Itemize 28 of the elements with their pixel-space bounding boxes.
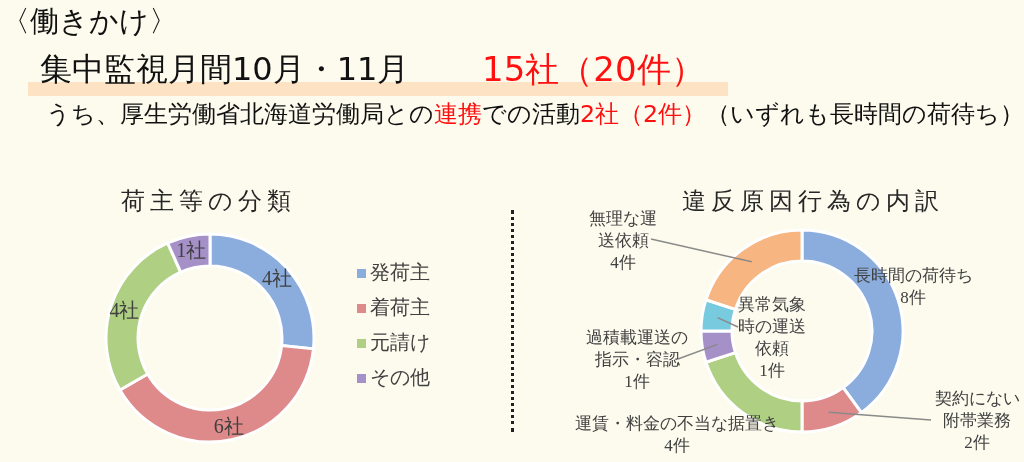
text: 2社（2件）: [580, 100, 707, 128]
legend-label: 発荷主: [370, 260, 430, 284]
data-label: 4社: [109, 299, 140, 322]
text: うち、厚生労働省北海道労働局との: [46, 100, 434, 128]
chart-title: 荷主等の分類: [119, 186, 297, 217]
data-label: 6社: [213, 415, 244, 438]
data-label: 1件: [759, 360, 785, 380]
slice-label: 無理な運送依頼: [589, 208, 657, 250]
legend-label: 元請け: [370, 330, 430, 354]
legend-label: 着荷主: [370, 295, 430, 319]
chart-title: 違反原因行為の内訳: [682, 187, 944, 215]
text: （いずれも長時間の荷待ち）: [706, 100, 1024, 128]
text: 〈働きかけ〉: [1, 3, 178, 39]
text: 連携: [434, 100, 482, 128]
data-label: 1件: [624, 371, 650, 391]
data-label: 8件: [900, 287, 926, 307]
text: での活動: [482, 100, 580, 128]
data-label: 1社: [176, 238, 207, 261]
data-label: 2件: [964, 432, 990, 452]
legend-label: その他: [370, 365, 430, 389]
slice-label: 契約にない附帯業務: [934, 388, 1020, 430]
slice-label: 過積載運送の指示・容認: [586, 327, 688, 369]
text: 集中監視月間10月・11月: [40, 49, 410, 89]
data-label: 4社: [261, 266, 292, 289]
slice-label: 異常気象時の運送依頼: [738, 294, 806, 358]
data-label: 4件: [610, 252, 636, 272]
data-label: 4件: [664, 435, 690, 455]
text: 15社（20件）: [482, 49, 705, 89]
